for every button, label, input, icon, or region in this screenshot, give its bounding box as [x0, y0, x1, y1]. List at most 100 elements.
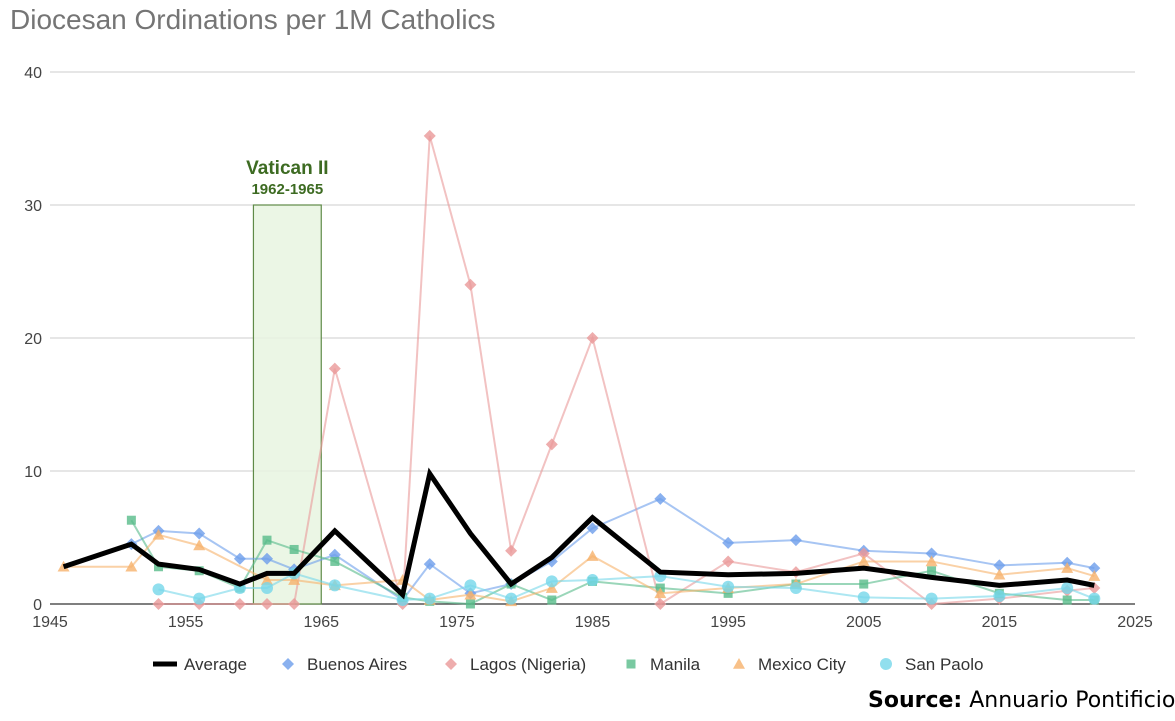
data-point: [328, 362, 341, 375]
data-point: [993, 590, 1006, 603]
data-point: [722, 536, 735, 549]
data-point: [261, 574, 273, 585]
data-point: [1088, 592, 1101, 605]
data-point: [1061, 582, 1074, 595]
data-point: [193, 539, 206, 551]
data-point: [586, 574, 599, 587]
y-tick-label: 40: [24, 65, 42, 82]
y-tick-label: 30: [24, 198, 42, 215]
legend-label: Lagos (Nigeria): [470, 655, 586, 674]
data-point: [654, 492, 667, 505]
data-point: [789, 534, 802, 547]
data-point: [289, 544, 299, 554]
y-tick-label: 10: [24, 464, 42, 481]
data-point: [857, 555, 870, 567]
data-point: [722, 555, 735, 568]
legend-label: Mexico City: [758, 655, 846, 674]
data-point: [261, 582, 273, 595]
y-tick-label: 0: [33, 597, 42, 614]
data-point: [464, 579, 477, 592]
data-point: [505, 592, 518, 605]
data-point: [152, 598, 165, 610]
data-point: [857, 547, 870, 560]
data-point: [925, 555, 938, 567]
data-point: [330, 556, 340, 566]
data-point: [859, 579, 869, 589]
annotation-title: Vatican II: [246, 158, 328, 179]
x-tick-label: 1975: [439, 614, 475, 631]
data-point: [547, 595, 557, 605]
data-point: [328, 579, 341, 592]
data-point: [857, 591, 870, 604]
gridlines: 0 10 20 30 40: [24, 65, 1135, 614]
data-point: [545, 575, 558, 588]
x-tick-label: 1985: [575, 614, 611, 631]
legend-label: Manila: [650, 655, 701, 674]
data-point: [152, 528, 165, 540]
data-point: [152, 583, 165, 596]
data-point: [288, 598, 301, 610]
x-tick-label: 1955: [168, 614, 204, 631]
data-point: [126, 515, 136, 525]
y-tick-label: 20: [24, 331, 42, 348]
data-point: [993, 559, 1006, 572]
data-point: [261, 598, 273, 610]
data-point: [423, 592, 436, 605]
series-san-paolo: [152, 567, 1101, 607]
legend-swatch: [733, 658, 745, 669]
data-point: [233, 552, 246, 565]
data-point: [722, 580, 735, 593]
legend-label: Buenos Aires: [307, 655, 407, 674]
legend-swatch: [626, 659, 636, 669]
legend: Average Buenos Aires Lagos (Nigeria) Manila…: [153, 655, 983, 674]
data-point: [423, 558, 436, 571]
data-point: [654, 598, 667, 610]
data-point: [723, 588, 733, 598]
legend-swatch: [445, 658, 457, 670]
data-point: [586, 332, 599, 344]
data-point: [125, 560, 138, 572]
data-point: [505, 544, 518, 557]
data-point: [927, 566, 937, 576]
data-point: [261, 552, 273, 565]
vatican-annotation: Vatican II 1962-1965: [246, 158, 329, 605]
legend-swatch: [282, 658, 294, 670]
data-point: [1088, 562, 1101, 575]
x-tick-label: 1965: [303, 614, 339, 631]
legend-label: Average: [184, 655, 247, 674]
x-tick-label: 2025: [1117, 614, 1153, 631]
legend-swatch: [880, 658, 892, 670]
source-text: Annuario Pontificio: [969, 688, 1175, 713]
data-point: [423, 129, 436, 142]
data-point: [464, 588, 477, 600]
data-point: [586, 550, 599, 561]
data-point: [925, 592, 938, 605]
x-axis: 1945 1955 1965 1975 1985 1995 2005 2015 2025: [32, 614, 1153, 631]
data-point: [193, 592, 206, 605]
series-average: [62, 467, 1095, 600]
series-line: [62, 467, 1095, 600]
source-label: Source:: [868, 688, 963, 713]
source-line: Source: Annuario Pontificio: [868, 688, 1175, 713]
data-point: [925, 547, 938, 560]
data-point: [233, 598, 246, 610]
data-point: [396, 594, 409, 607]
chart-title: Diocesan Ordinations per 1M Catholics: [10, 4, 496, 35]
data-point: [1062, 595, 1072, 605]
data-point: [545, 582, 558, 593]
data-point: [464, 278, 477, 291]
annotation-subtitle: 1962-1965: [251, 181, 323, 198]
x-tick-label: 2005: [846, 614, 882, 631]
data-point: [1061, 562, 1074, 573]
data-point: [1088, 570, 1101, 581]
data-point: [545, 438, 558, 451]
data-point: [288, 574, 301, 585]
x-tick-label: 1945: [32, 614, 68, 631]
data-point: [586, 522, 599, 535]
data-point: [262, 535, 272, 545]
x-tick-label: 2015: [982, 614, 1018, 631]
data-point: [654, 587, 667, 599]
data-point: [193, 527, 206, 540]
